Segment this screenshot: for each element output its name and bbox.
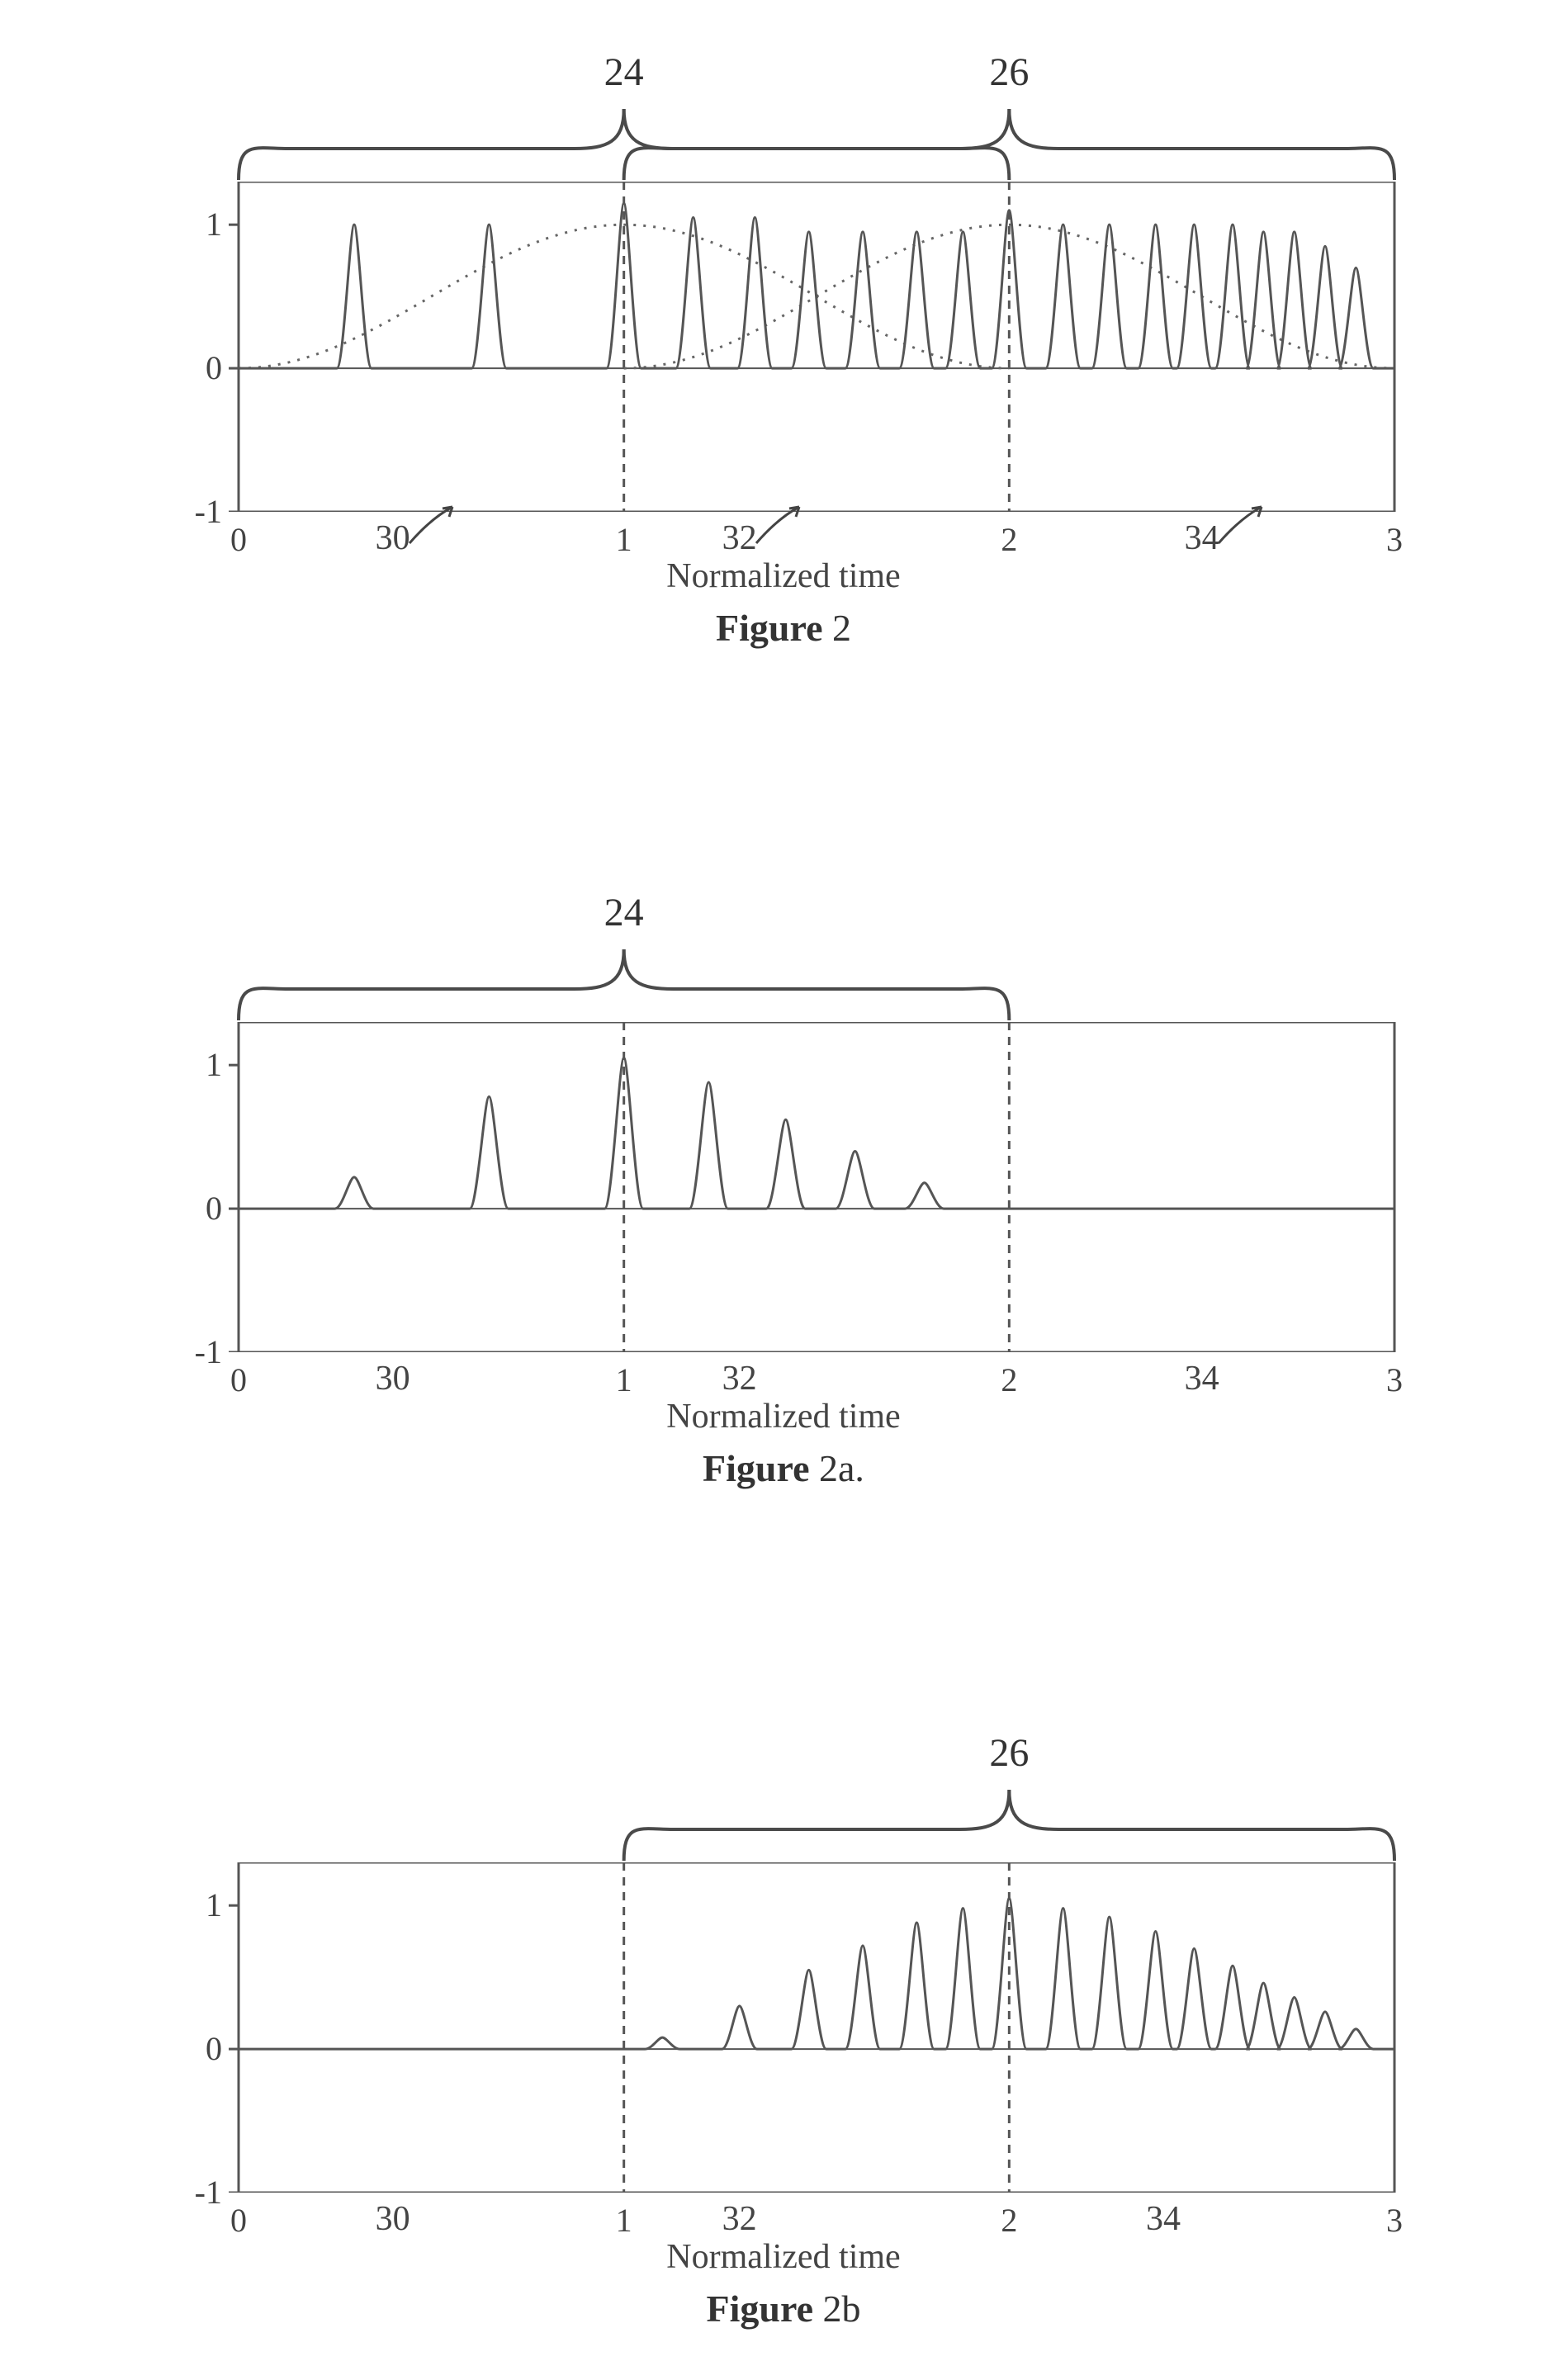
figure-2a-caption: Figure 2a. [703, 1446, 864, 1490]
brace-svg [123, 50, 1444, 182]
figure-2b: 26 -1010123303234 Normalized time Figure… [99, 1730, 1468, 2330]
caption-bold: Figure [707, 2288, 813, 2330]
y-tick-label: 0 [173, 348, 222, 387]
brace-label: 26 [989, 50, 1029, 95]
x-tick-label: 2 [1001, 520, 1017, 559]
caption-hand: 2 [832, 607, 851, 649]
chart-svg [123, 182, 1444, 512]
x-tick-label: 1 [616, 2201, 632, 2240]
x-tick-label: 0 [230, 1360, 247, 1399]
y-tick-label: -1 [173, 2173, 222, 2212]
y-tick-label: 1 [173, 1886, 222, 1924]
x-tick-label: 0 [230, 2201, 247, 2240]
x-axis-label: Normalized time [666, 2237, 900, 2277]
handwritten-region-label: 34 [1185, 518, 1219, 558]
y-tick-label: 1 [173, 1045, 222, 1084]
x-tick-label: 2 [1001, 2201, 1017, 2240]
handwritten-region-label: 32 [722, 2199, 757, 2239]
brace-label: 26 [989, 1730, 1029, 1776]
figure-2-brace-layer: 24 26 [123, 50, 1444, 182]
x-tick-label: 3 [1386, 520, 1403, 559]
y-tick-label: -1 [173, 1332, 222, 1371]
y-tick-label: 0 [173, 2029, 222, 2068]
figure-2a-chart: -1010123303234 [123, 1022, 1444, 1352]
figure-2b-chart: -1010123303234 [123, 1862, 1444, 2193]
y-tick-label: 0 [173, 1189, 222, 1228]
x-tick-label: 3 [1386, 2201, 1403, 2240]
handwritten-region-label: 30 [376, 518, 410, 558]
brace-svg [123, 1730, 1444, 1862]
handwritten-region-label: 34 [1185, 1359, 1219, 1398]
y-tick-label: 1 [173, 205, 222, 244]
x-tick-label: 1 [616, 520, 632, 559]
y-tick-label: -1 [173, 492, 222, 531]
x-tick-label: 3 [1386, 1360, 1403, 1399]
chart-svg [123, 1862, 1444, 2193]
handwritten-region-label: 32 [722, 1359, 757, 1398]
figure-2b-brace-layer: 26 [123, 1730, 1444, 1862]
x-axis-label: Normalized time [666, 556, 900, 596]
brace-label: 24 [604, 50, 644, 95]
handwritten-region-label: 30 [376, 1359, 410, 1398]
figure-2b-caption: Figure 2b [707, 2287, 861, 2330]
handwritten-region-label: 34 [1146, 2199, 1181, 2239]
figure-2a: 24 -1010123303234 Normalized time Figure… [99, 890, 1468, 1490]
figure-2a-brace-layer: 24 [123, 890, 1444, 1022]
x-axis-label: Normalized time [666, 1397, 900, 1436]
page-root: 2426 -1010123303234 Normalized time Figu… [0, 0, 1567, 2380]
brace-label: 24 [604, 890, 644, 935]
figure-2: 2426 -1010123303234 Normalized time Figu… [99, 50, 1468, 650]
brace-svg [123, 890, 1444, 1022]
figure-2-chart: -1010123303234 [123, 182, 1444, 512]
chart-svg [123, 1022, 1444, 1352]
caption-hand: 2a. [819, 1447, 864, 1489]
caption-hand: 2b [822, 2288, 860, 2330]
handwritten-region-label: 30 [376, 2199, 410, 2239]
handwritten-region-label: 32 [722, 518, 757, 558]
x-tick-label: 2 [1001, 1360, 1017, 1399]
caption-bold: Figure [716, 607, 822, 649]
x-tick-label: 0 [230, 520, 247, 559]
figure-2-caption: Figure 2 [716, 606, 851, 650]
x-tick-label: 1 [616, 1360, 632, 1399]
caption-bold: Figure [703, 1447, 809, 1489]
